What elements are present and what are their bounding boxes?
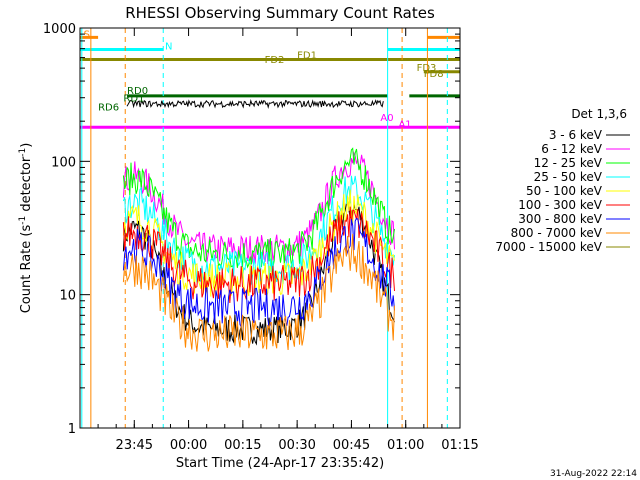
- timestamp: 31-Aug-2022 22:14: [550, 469, 637, 479]
- y-axis-label-mid: detector: [19, 156, 34, 216]
- y-tick-label-1: 10: [59, 289, 76, 304]
- flag-label-a0: A0: [380, 113, 393, 124]
- flag-label-rd1: RD1: [123, 94, 144, 105]
- y-axis-label-end: ): [19, 143, 34, 148]
- y-axis-ticks: 1 10 100 1000: [43, 22, 460, 437]
- legend-label-1: 6 - 12 keV: [541, 142, 603, 156]
- series-line-4: [122, 189, 395, 297]
- flag-label-s: S: [84, 29, 90, 40]
- legend-label-0: 3 - 6 keV: [549, 128, 603, 142]
- y-tick-label-0: 1: [68, 422, 76, 437]
- legend-label-3: 25 - 50 keV: [534, 170, 603, 184]
- x-axis-label: Start Time (24-Apr-17 23:35:42): [176, 456, 384, 471]
- series-line-6: [122, 217, 395, 329]
- x-tick-label-3: 00:30: [278, 438, 315, 453]
- series-line-7: [122, 233, 395, 352]
- x-axis-ticks: 23:45 00:00 00:15 00:30 00:45 01:00 01:15: [79, 28, 479, 453]
- x-tick-label-6: 01:15: [441, 438, 478, 453]
- flag-lines: [80, 35, 460, 129]
- flag-label-rd0: RD0: [127, 86, 148, 97]
- flag-label-fd1: FD1: [297, 51, 317, 62]
- legend-label-6: 300 - 800 keV: [518, 212, 602, 226]
- flag-label-fd3: FD3: [417, 63, 437, 74]
- series-line-2: [122, 147, 395, 272]
- y-axis-label-sup2: -1: [18, 148, 28, 157]
- chart-title: RHESSI Observing Summary Count Rates: [125, 4, 435, 22]
- series-line-5: [122, 206, 395, 304]
- series-plateau-3-6kev: [126, 99, 384, 110]
- x-tick-label-4: 00:45: [333, 438, 370, 453]
- legend-label-4: 50 - 100 keV: [526, 184, 603, 198]
- flag-label-rd6: RD6: [98, 103, 119, 114]
- series-line-3: [122, 175, 395, 285]
- legend-label-2: 12 - 25 keV: [534, 156, 603, 170]
- series-lines: [122, 99, 395, 352]
- flag-label-fd8: FD8: [424, 69, 444, 80]
- flag-label-n: N: [165, 41, 172, 52]
- x-tick-label-2: 00:15: [224, 438, 261, 453]
- plot-frame: [79, 27, 461, 429]
- legend-label-8: 7000 - 15000 keV: [495, 240, 602, 254]
- legend-label-5: 100 - 300 keV: [518, 198, 602, 212]
- y-axis-label-sup1: -1: [18, 216, 28, 225]
- flag-label-fd2: FD2: [265, 55, 285, 66]
- x-tick-label-1: 00:00: [170, 438, 207, 453]
- y-tick-label-3: 1000: [43, 22, 76, 37]
- x-tick-label-5: 01:00: [387, 438, 424, 453]
- legend-label-7: 800 - 7000 keV: [511, 226, 603, 240]
- y-tick-label-2: 100: [51, 155, 76, 170]
- flag-label-a1: A1: [398, 119, 411, 130]
- x-tick-label-0: 23:45: [116, 438, 153, 453]
- y-axis-label-main: Count Rate (s: [19, 225, 34, 314]
- legend-title: Det 1,3,6: [571, 107, 627, 121]
- y-axis-label: Count Rate (s-1 detector-1): [18, 143, 34, 314]
